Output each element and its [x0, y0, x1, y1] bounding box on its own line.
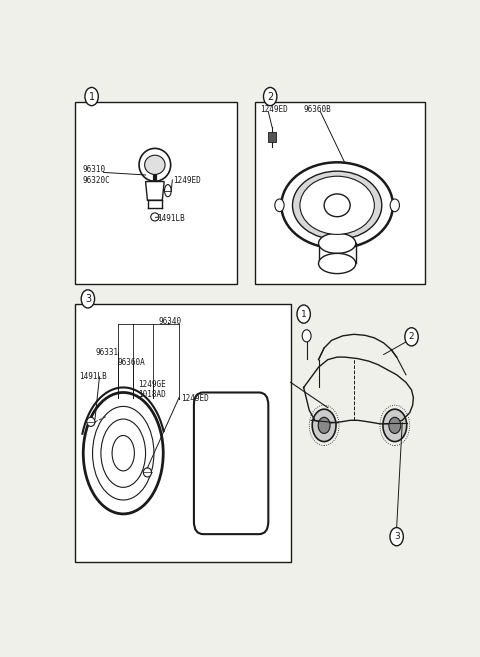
- Text: 1249ED: 1249ED: [260, 104, 288, 114]
- Ellipse shape: [83, 392, 163, 514]
- Text: 2: 2: [409, 332, 414, 342]
- Text: 1249GE
1018AD: 1249GE 1018AD: [138, 380, 166, 399]
- Circle shape: [81, 290, 95, 308]
- Ellipse shape: [144, 155, 165, 175]
- Text: 3: 3: [85, 294, 91, 304]
- Circle shape: [302, 330, 311, 342]
- Bar: [75, 102, 237, 284]
- Ellipse shape: [319, 254, 356, 273]
- Bar: [75, 304, 290, 562]
- Circle shape: [297, 305, 311, 323]
- Text: 96340: 96340: [158, 317, 182, 326]
- Bar: [255, 102, 424, 284]
- Text: 1491LB: 1491LB: [156, 214, 184, 223]
- Circle shape: [383, 409, 407, 442]
- Text: 1: 1: [88, 91, 95, 102]
- Text: 96360A: 96360A: [118, 357, 145, 367]
- Circle shape: [264, 87, 277, 106]
- Circle shape: [405, 328, 418, 346]
- Circle shape: [318, 417, 330, 434]
- Text: 3: 3: [394, 532, 399, 541]
- Polygon shape: [145, 181, 164, 200]
- Ellipse shape: [292, 171, 382, 239]
- Ellipse shape: [300, 176, 374, 235]
- Ellipse shape: [319, 233, 356, 254]
- Text: 1491LB: 1491LB: [79, 372, 107, 381]
- Ellipse shape: [93, 407, 154, 500]
- Ellipse shape: [101, 419, 145, 487]
- Circle shape: [390, 528, 403, 546]
- Ellipse shape: [139, 148, 171, 181]
- Ellipse shape: [390, 199, 399, 212]
- Ellipse shape: [165, 185, 171, 196]
- Circle shape: [85, 87, 98, 106]
- Text: 96310
96320C: 96310 96320C: [83, 166, 110, 185]
- Text: 2: 2: [267, 91, 273, 102]
- Bar: [268, 132, 276, 142]
- Text: 96331: 96331: [96, 348, 119, 357]
- Ellipse shape: [112, 436, 134, 471]
- Circle shape: [312, 409, 336, 442]
- Ellipse shape: [144, 468, 152, 477]
- Circle shape: [389, 417, 401, 434]
- Ellipse shape: [275, 199, 284, 212]
- Ellipse shape: [151, 213, 159, 221]
- FancyBboxPatch shape: [194, 392, 268, 534]
- Ellipse shape: [324, 194, 350, 217]
- Text: 96360B: 96360B: [304, 104, 331, 114]
- Ellipse shape: [281, 162, 393, 248]
- Text: 1249ED: 1249ED: [181, 394, 209, 403]
- Text: 1: 1: [301, 309, 307, 319]
- Text: 1249ED: 1249ED: [173, 175, 201, 185]
- Ellipse shape: [87, 417, 95, 426]
